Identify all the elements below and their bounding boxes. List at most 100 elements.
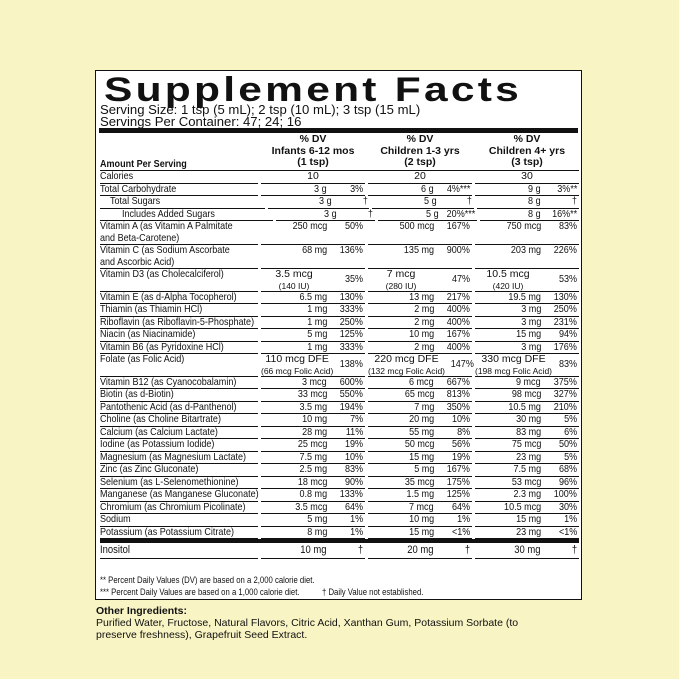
amount: 3.5 mcg: [261, 501, 329, 514]
dv-text: 133%: [339, 488, 363, 500]
amount: 7 mg: [368, 401, 436, 414]
amount-text: 3 mcg: [302, 375, 327, 388]
name-text: Calcium (as Calcium Lactate): [100, 425, 218, 438]
amount: 6 g: [368, 182, 436, 196]
amount: 15 mg: [475, 328, 543, 341]
amount-text: 3.5 mcg: [275, 268, 313, 280]
amount: 2 mg: [368, 303, 436, 316]
dv-text: 10%: [344, 450, 363, 463]
percent-dv: 125%: [436, 488, 472, 501]
name-text: Vitamin C (as Sodium Ascorbate: [100, 244, 230, 256]
name-text: Vitamin A (as Vitamin A Palmitate: [100, 220, 233, 232]
name-line: Calcium (as Calcium Lactate): [100, 425, 258, 439]
name-line: Vitamin B6 (as Pyridoxine HCl): [100, 341, 258, 354]
amount-cell: 10.5 mg 210%: [475, 401, 579, 414]
dv-text: 400%: [446, 303, 470, 315]
amount-cell: 5 mg 125%: [261, 328, 365, 342]
dv-text: 19%: [451, 450, 470, 463]
amount-cell: 3 mg 176%: [475, 341, 579, 354]
amount-text: 8 g: [528, 207, 541, 220]
dv-text: 100%: [553, 488, 577, 500]
percent-dv: 400%: [436, 341, 472, 354]
amount-line: 220 mcg DFE: [368, 353, 445, 366]
amount-cell: 10 mg 7%: [261, 413, 365, 427]
amount: 13 mg: [368, 291, 436, 304]
name-line: Inositol: [100, 543, 258, 558]
nutrient-name: Potassium (as Potassium Citrate): [100, 526, 258, 539]
dv-text: 327%: [553, 388, 577, 400]
dv-text: 333%: [339, 303, 363, 315]
amount-text: 6 mcg: [409, 375, 434, 388]
other-ingredients: Other Ingredients: Purified Water, Fruct…: [96, 605, 556, 641]
dv-text: 550%: [339, 388, 363, 400]
dv-text: 375%: [553, 375, 577, 388]
nutrient-row: Total Carbohydrate 3 g 3% 6 g 4%*** 9 g 3%**: [100, 182, 579, 196]
dv-text: 125%: [446, 488, 470, 500]
amount-cell: 8 mg 1%: [261, 526, 365, 539]
amount-text: 203 mg: [510, 244, 541, 256]
amount-cell: 10 mg 1%: [368, 513, 472, 527]
percent-dv: <1%: [436, 526, 472, 539]
nutrient-name: Riboflavin (as Riboflavin-5-Phosphate): [100, 316, 258, 329]
amount-text: 10 mg: [408, 328, 434, 340]
dv-text: 56%: [451, 438, 470, 450]
dv-text: 136%: [339, 244, 363, 256]
nutrient-row: Calcium (as Calcium Lactate) 28 mg 11% 55 m…: [100, 425, 579, 439]
nutrient-row: Potassium (as Potassium Citrate) 8 mg 1% 15…: [100, 526, 579, 539]
percent-dv: 130%: [543, 291, 579, 304]
amount: 10 mg: [261, 413, 329, 426]
dv-text: 30%: [558, 500, 577, 513]
percent-dv: 400%: [436, 303, 472, 316]
amount-cell: 30 mg 5%: [475, 413, 579, 427]
percent-dv: 333%: [329, 341, 365, 354]
percent-dv: 83%: [543, 220, 579, 244]
dv-text: 900%: [446, 244, 470, 256]
amount-line: (66 mcg Folic Acid): [261, 366, 333, 376]
amount: 1 mg: [261, 315, 329, 329]
percent-dv: 96%: [543, 476, 579, 489]
amount-line: 10.5 mcg: [475, 268, 541, 281]
dv-text: 19%: [344, 438, 363, 450]
percent-dv: 125%: [329, 328, 365, 341]
nutrient-row: Niacin (as Niacinamide) 5 mg 125% 10 mg 167%…: [100, 328, 579, 342]
amount-cell: 10.5 mcg (420 IU) 53%: [475, 268, 579, 292]
amount: 5 mg: [368, 463, 436, 476]
amount-text: 6 g: [421, 182, 434, 195]
amount-cell: 3.5 mcg 64%: [261, 500, 365, 514]
amount: 10: [261, 170, 365, 183]
percent-dv: 350%: [436, 401, 472, 414]
amount-text: 500 mcg: [399, 220, 434, 232]
amount-text: 1 mg: [306, 315, 327, 328]
nutrient-name: Biotin (as d-Biotin): [100, 388, 258, 402]
dv-text: †: [464, 544, 470, 556]
nutrient-name: Folate (as Folic Acid): [100, 353, 258, 377]
dv-text: 147%: [450, 358, 474, 370]
amount-text: 55 mg: [408, 425, 434, 438]
amount: 1.5 mg: [368, 488, 436, 501]
amount-text: (198 mcg Folic Acid): [475, 365, 552, 376]
dv-text: 64%: [344, 500, 363, 513]
dv-text: 138%: [339, 358, 363, 370]
amount-text: 65 mcg: [404, 388, 434, 400]
name-text: Vitamin B12 (as Cyanocobalamin): [100, 375, 237, 388]
amount: 10 mg: [368, 513, 436, 526]
nutrient-row: Magnesium (as Magnesium Lactate) 7.5 mg 10…: [100, 450, 579, 464]
amount: 75 mcg: [475, 438, 543, 451]
dv-text: 11%: [345, 425, 363, 438]
serving-size: Serving Size: 1 tsp (5 mL); 2 tsp (10 mL…: [100, 103, 421, 117]
nutrient-row: Inositol 10 mg † 20 mg † 30 mg †: [100, 543, 579, 559]
nutrient-name: Manganese (as Manganese Gluconate): [100, 488, 259, 502]
amount-cell: 110 mcg DFE (66 mcg Folic Acid) 138%: [261, 353, 365, 377]
nutrient-row: Folate (as Folic Acid) 110 mcg DFE (66 mcg…: [100, 353, 579, 377]
name-text: and Beta-Carotene): [100, 231, 180, 244]
amount-line: (140 IU): [261, 281, 327, 291]
amount-line: (420 IU): [475, 281, 541, 291]
percent-dv: 194%: [329, 401, 365, 414]
percent-dv: 90%: [329, 476, 365, 489]
amount-text: 10: [307, 170, 319, 182]
dv-text: 400%: [446, 315, 470, 328]
amount-cell: 15 mg 1%: [475, 513, 579, 527]
dv-text: 231%: [553, 315, 577, 328]
dv-text: 47%: [451, 273, 470, 285]
percent-dv: 47%: [436, 269, 472, 291]
